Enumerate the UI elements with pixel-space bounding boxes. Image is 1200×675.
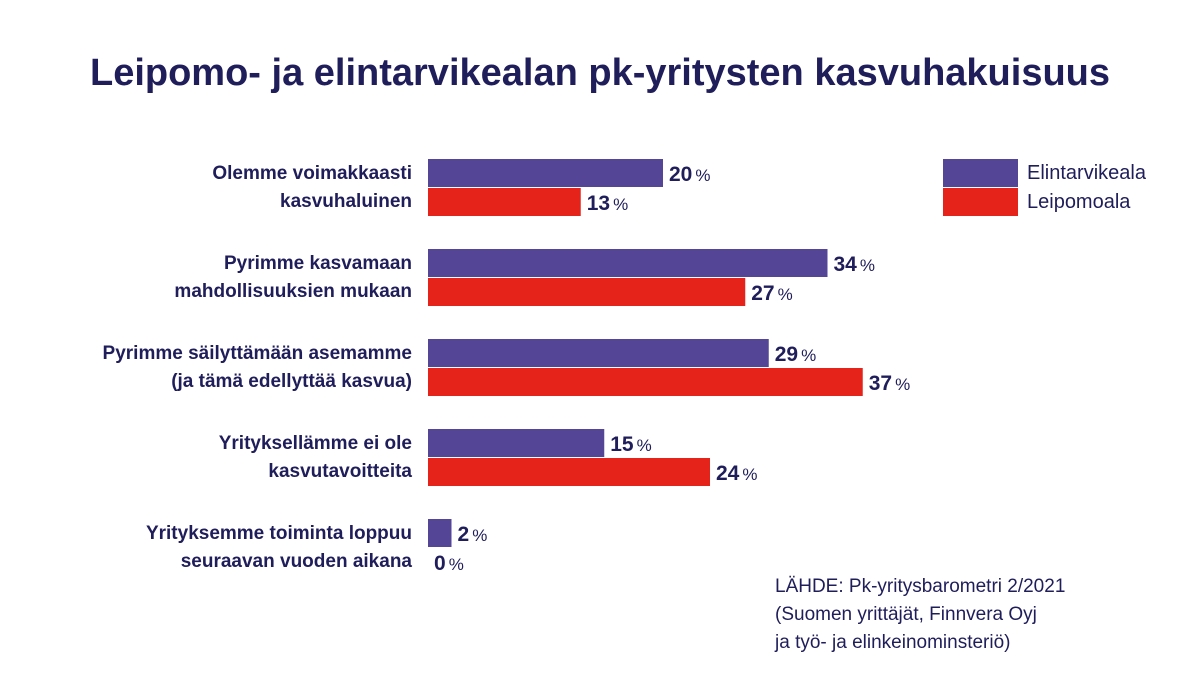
bar-elintarvikeala [428,159,663,187]
legend-label: Leipomoala [1027,191,1131,213]
bar-leipomoala [428,278,746,306]
data-label: 37% [869,372,910,395]
source-line: ja työ- ja elinkeinominsteriö) [775,632,1011,653]
category-label: Pyrimme säilyttämään asemamme [103,343,412,364]
legend-swatch [943,159,1018,187]
source-line: LÄHDE: Pk-yritysbarometri 2/2021 [775,576,1066,597]
legend-label: Elintarvikeala [1027,162,1147,184]
bar-elintarvikeala [428,339,769,367]
category-label: kasvutavoitteita [268,461,412,482]
category-label: Yrityksemme toiminta loppuu [146,523,412,544]
data-label: 24% [716,462,757,485]
category-label: (ja tämä edellyttää kasvua) [171,371,412,392]
bar-elintarvikeala [428,429,605,457]
data-label: 13% [587,192,628,215]
bar-elintarvikeala [428,249,828,277]
legend-swatch [943,188,1018,216]
bar-leipomoala [428,458,710,486]
category-label: Olemme voimakkaasti [212,163,412,184]
category-label: kasvuhaluinen [280,191,412,212]
bar-leipomoala [428,368,863,396]
category-label: Yrityksellämme ei ole [219,433,412,454]
category-label: mahdollisuuksien mukaan [174,281,412,302]
source-note: LÄHDE: Pk-yritysbarometri 2/2021 (Suomen… [775,573,1065,657]
data-label: 34% [834,253,875,276]
source-line: (Suomen yrittäjät, Finnvera Oyj [775,604,1037,625]
bar-leipomoala [428,188,581,216]
data-label: 29% [775,343,816,366]
data-label: 0% [434,552,464,575]
data-label: 15% [610,433,651,456]
chart-title: Leipomo- ja elintarvikealan pk-yritysten… [89,52,1111,94]
data-label: 20% [669,163,710,186]
data-label: 27% [751,282,792,305]
data-label: 2% [458,523,488,546]
category-label: Pyrimme kasvamaan [224,253,412,274]
category-label: seuraavan vuoden aikana [181,551,413,572]
bar-elintarvikeala [428,519,452,547]
